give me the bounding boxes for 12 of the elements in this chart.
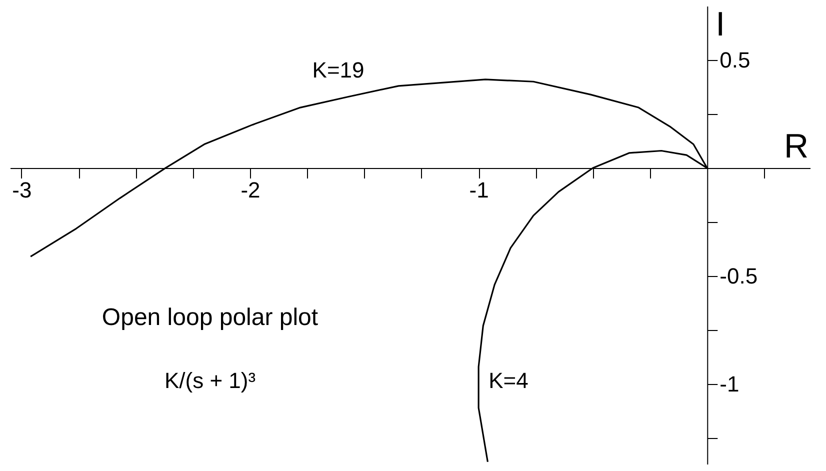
x-tick-label: -2 [240,178,260,203]
y-tick-label: -1 [720,372,740,397]
x-tick-label: -1 [469,178,489,203]
x-axis-title: R [784,128,808,166]
series-label: K=19 [312,58,364,83]
series-label: K=4 [488,368,528,393]
y-axis-title: I [716,6,726,44]
x-tick-label: -3 [12,178,32,203]
y-tick-label: -0.5 [720,264,758,289]
annotation: Open loop polar plot [102,304,318,331]
annotation: K/(s + 1)³ [164,368,256,393]
y-tick-label: 0.5 [720,48,750,73]
